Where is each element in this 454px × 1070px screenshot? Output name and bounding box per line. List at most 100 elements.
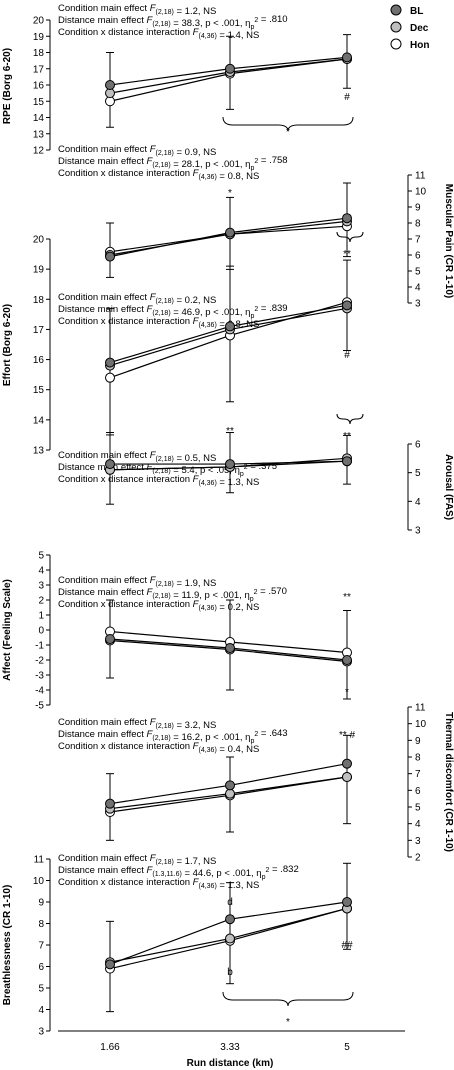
y-tick-label: 5 [38,984,44,995]
y-tick-label: 13 [33,446,45,457]
y-tick-label: 10 [415,719,427,730]
y-axis-title: Muscular Pain (CR 1-10) [443,184,454,298]
panel-7: 3 4 5 6 7 8 9 10 11 Breathlessness (CR 1-10) Condi… [2,853,353,1038]
significance-marker: b [227,967,233,978]
data-point-bl [342,897,352,907]
y-tick-label: 3 [38,1027,44,1038]
y-tick-label: 6 [415,786,421,797]
panel-6: 2 3 4 5 6 7 8 9 10 11 Thermal discomfort (CR 1-10)… [58,703,454,864]
y-tick-label: -4 [35,686,44,697]
stat-line: Condition x distance interaction F(4,36)… [58,599,259,613]
stat-line: Condition x distance interaction F(4,36)… [58,27,259,41]
y-axis-title: Breathlessness (CR 1-10) [2,885,13,1006]
significance-marker: ** [343,249,351,260]
data-point-bl [225,914,235,925]
x-tick-label: 5 [344,1042,350,1053]
panel-5: -5 -4 -3 -2 -1 0 1 2 3 4 5 Affect (Feeling Scale) Co… [2,551,352,712]
significance-brace [336,413,364,425]
data-point-bl [342,52,352,63]
data-point-bl [342,213,352,224]
y-tick-label: 16 [33,81,45,92]
data-point-bl [105,959,115,970]
y-tick-label: -2 [35,656,44,667]
data-point-bl [225,227,235,238]
stat-line: Condition main effect F(2,18) = 0.5, NS [58,450,216,464]
y-tick-label: 8 [415,219,421,230]
data-point-dec [225,933,235,944]
panel-4: 3 4 5 6 Arousal (FAS) Condition main effect F… [58,432,454,537]
y-tick-label: 4 [415,283,421,294]
stat-line: Condition x distance interaction F(4,36)… [58,474,259,488]
stat-line: Condition x distance interaction F(4,36)… [58,877,259,891]
y-tick-label: 6 [38,962,44,973]
significance-brace [222,116,354,132]
panel-1: 12 13 14 15 16 17 18 19 20 RPE (Borg 6-20) Conditi… [2,3,352,157]
y-tick-label: 18 [33,295,45,306]
y-tick-label: -1 [35,641,44,652]
data-point-hon [105,372,115,383]
significance-marker: d [227,897,233,908]
significance-marker: * [345,687,349,698]
significance-marker: * [228,188,232,199]
y-tick-label: 9 [415,736,421,747]
y-tick-label: 4 [415,497,421,508]
stat-line: Condition main effect F(2,18) = 0.9, NS [58,144,216,158]
significance-brace [222,991,354,1007]
stat-line: Condition x distance interaction F(4,36)… [58,741,259,755]
y-tick-label: 10 [415,187,427,198]
y-tick-label: 3 [415,299,421,310]
y-tick-label: 18 [33,48,45,59]
stat-line: Condition main effect F(2,18) = 3.2, NS [58,717,216,731]
y-tick-label: 5 [38,551,44,562]
data-point-bl [105,459,115,470]
significance-marker: * [286,127,290,138]
data-point-bl [225,63,235,74]
y-tick-label: 16 [33,355,45,366]
y-tick-label: 7 [38,941,44,952]
y-tick-label: 2 [38,596,44,607]
y-tick-label: 5 [415,803,421,814]
y-tick-label: 4 [415,819,421,830]
legend-label-dec: Dec [410,23,429,34]
legend-marker-hon [390,38,402,50]
y-tick-label: 1 [38,611,44,622]
y-tick-label: 17 [33,325,45,336]
x-axis: 1.66 3.33 5 Run distance (km) [58,1030,405,1069]
data-point-bl [225,321,235,332]
legend-label-bl: BL [410,6,423,17]
panel-2: 3 4 5 6 7 8 9 10 11 Muscular Pain (CR 1-10) Condit… [58,144,454,310]
significance-brace [336,231,364,243]
y-tick-label: 9 [415,203,421,214]
significance-marker: * [286,1017,290,1028]
y-tick-label: 11 [415,703,426,714]
y-axis-title: Arousal (FAS) [443,454,454,520]
y-tick-label: 6 [415,251,421,262]
y-tick-label: 7 [415,235,421,246]
data-point-bl [342,300,352,311]
y-tick-label: 14 [33,113,45,124]
y-tick-label: 17 [33,64,45,75]
data-point-bl [225,459,235,470]
y-tick-label: 14 [33,415,45,426]
data-point-bl [225,780,235,791]
y-tick-label: 20 [33,235,45,246]
data-point-dec [342,772,352,782]
stat-line: Condition main effect F(2,18) = 1.7, NS [58,853,216,867]
stat-line: Condition main effect F(2,18) = 1.9, NS [58,575,216,589]
data-point-bl [105,357,115,368]
significance-marker: # [344,92,350,103]
y-tick-label: 13 [33,129,45,140]
y-axis-title: Affect (Feeling Scale) [2,579,13,681]
data-point-dec [225,788,235,799]
data-point-bl [342,456,352,467]
significance-marker: # [344,350,350,361]
y-tick-label: 11 [415,171,426,182]
y-axis-title: Effort (Borg 6-20) [2,304,13,386]
y-tick-label: 8 [415,753,421,764]
y-tick-label: 0 [38,626,44,637]
y-tick-label: 15 [33,385,45,396]
y-tick-label: 15 [33,97,45,108]
stat-line: Condition main effect F(2,18) = 1.2, NS [58,3,216,17]
